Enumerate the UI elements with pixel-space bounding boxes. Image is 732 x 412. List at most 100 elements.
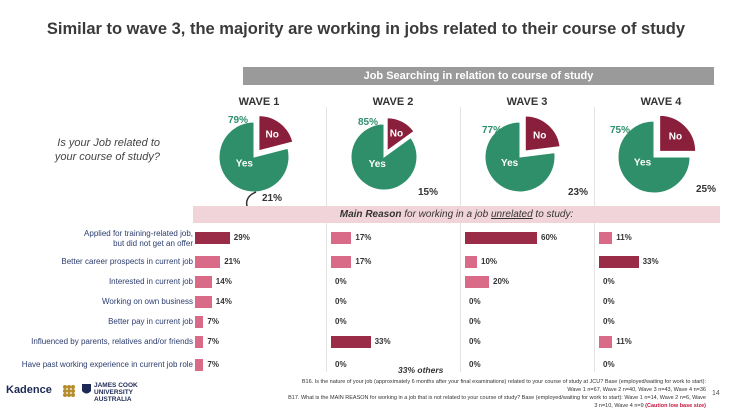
- reason-suffix: to study:: [532, 209, 574, 220]
- pie-svg-3: Yes No: [484, 115, 561, 193]
- footnote-b16: B16. Is the nature of your job (approxim…: [246, 378, 706, 394]
- wave-4-label: WAVE 4: [640, 96, 682, 108]
- reason-bar-value: 14%: [215, 277, 232, 286]
- reason-bar: [195, 256, 221, 268]
- reason-bar-value: 11%: [616, 337, 632, 346]
- footnote-line: B17. What is the MAIN REASON for working…: [288, 395, 706, 401]
- pie-svg-1: Yes No: [218, 115, 294, 193]
- others-note: 33% others: [398, 365, 444, 375]
- reason-label-line: Applied for training-related job,: [84, 229, 193, 238]
- reason-bar-value: 0%: [335, 297, 347, 306]
- reason-bar-value: 0%: [603, 317, 615, 326]
- reason-label-line: Influenced by parents, relatives and/or …: [31, 337, 193, 346]
- pie-yes-label: Yes: [236, 158, 254, 169]
- reason-bar-value: 0%: [603, 277, 615, 286]
- pie-no-slice: [524, 115, 561, 152]
- pie-no-label: No: [266, 130, 279, 141]
- reason-bar-value: 0%: [469, 297, 481, 306]
- pie-no-pct: 23%: [568, 187, 589, 198]
- reason-bar: [331, 232, 352, 244]
- pie-yes-slice: [617, 120, 691, 194]
- reason-label: Have past working experience in current …: [10, 360, 193, 370]
- reason-label-line: Better career prospects in current job: [61, 257, 193, 266]
- reason-bar-value: 0%: [335, 277, 347, 286]
- reason-bar: [195, 316, 204, 328]
- reason-bar-value: 21%: [224, 257, 241, 266]
- pie-no-pct: 25%: [696, 184, 717, 195]
- pie-no-label: No: [669, 132, 682, 143]
- jcu-logo-line: AUSTRALIA: [94, 396, 132, 403]
- column-divider: [326, 107, 327, 372]
- reason-label: Interested in current job: [10, 277, 193, 287]
- footnote-base: 3 n=10, Wave 4 n=9: [594, 403, 646, 409]
- reason-bar-value: 20%: [493, 277, 510, 286]
- reason-bar-value: 0%: [469, 317, 481, 326]
- caution-note: (Caution low base size): [645, 403, 706, 409]
- reason-bar-value: 0%: [603, 360, 615, 369]
- footnote-line: 3 n=10, Wave 4 n=9 (Caution low base siz…: [246, 402, 706, 410]
- pie-yes-slice: [350, 123, 418, 191]
- pie-no-label: No: [390, 129, 403, 140]
- reason-bar: [465, 232, 537, 244]
- pie-svg-4: Yes No: [617, 114, 697, 194]
- reason-label: Better pay in current job: [10, 317, 193, 327]
- pie-no-slice: [386, 117, 415, 152]
- reason-bar-value: 60%: [541, 233, 558, 242]
- reason-label-line: Working on own business: [101, 297, 193, 306]
- logo-dots-icon: [63, 385, 75, 397]
- pie-wave-3: Yes No 77% 23%: [460, 113, 595, 205]
- pie-no-label: No: [533, 131, 546, 142]
- pie-no-pct: 21%: [262, 193, 283, 204]
- footnote-line: Wave 1 n=67, Wave 2 n=40, Wave 3 n=43, W…: [567, 387, 706, 393]
- page-number: 14: [712, 390, 720, 397]
- footnote-line: B16. Is the nature of your job (approxim…: [301, 379, 706, 385]
- reason-bar-value: 0%: [335, 317, 347, 326]
- kadence-logo: Kadence: [6, 384, 52, 396]
- question-line-1: Is your Job related to: [57, 137, 160, 149]
- reason-bar: [195, 296, 212, 308]
- question-text: Is your Job related to your course of st…: [36, 136, 160, 164]
- reason-label-line: but did not get an offer: [113, 239, 193, 248]
- reason-bar-value: 7%: [207, 360, 219, 369]
- reason-bar: [465, 256, 477, 268]
- reason-bar-value: 11%: [616, 233, 632, 242]
- pie-yes-slice: [484, 121, 556, 193]
- wave-1-label: WAVE 1: [238, 96, 280, 108]
- reason-bar-value: 14%: [215, 297, 232, 306]
- reason-bar-value: 0%: [335, 360, 347, 369]
- reason-bar-value: 7%: [207, 337, 219, 346]
- pie-yes-label: Yes: [501, 158, 519, 169]
- reason-bar-value: 0%: [603, 297, 615, 306]
- reason-bar: [331, 256, 352, 268]
- pie-yes-label: Yes: [634, 157, 652, 168]
- jcu-shield-icon: [82, 384, 91, 394]
- column-divider: [460, 107, 461, 372]
- wave-2-label: WAVE 2: [372, 96, 414, 108]
- reason-label: Better career prospects in current job: [10, 257, 193, 267]
- reason-label: Influenced by parents, relatives and/or …: [10, 337, 193, 347]
- reason-bar-value: 7%: [207, 317, 219, 326]
- pie-yes-pct: 75%: [610, 125, 631, 136]
- reason-bar: [599, 232, 613, 244]
- reason-bar-value: 0%: [469, 337, 481, 346]
- pie-no-slice: [258, 115, 294, 152]
- jcu-logo-line: UNIVERSITY: [94, 389, 134, 396]
- pie-wave-4: Yes No 75% 25%: [594, 113, 729, 205]
- reason-label: Working on own business: [10, 297, 193, 307]
- pie-wave-2: Yes No 85% 15%: [326, 113, 461, 205]
- jcu-logo: JAMES COOK UNIVERSITY AUSTRALIA: [94, 382, 138, 403]
- reason-bar-value: 10%: [481, 257, 498, 266]
- reason-bar-value: 17%: [355, 233, 372, 242]
- pie-yes-pct: 79%: [228, 115, 249, 126]
- reason-word: unrelated: [490, 209, 533, 220]
- reason-header: Main Reason for working in a job unrelat…: [193, 206, 720, 223]
- reason-label-line: Interested in current job: [108, 277, 193, 286]
- reason-label: Applied for training-related job, but did…: [10, 229, 193, 249]
- reason-bar: [195, 336, 204, 348]
- pie-no-slice: [659, 114, 697, 152]
- reason-bar: [195, 232, 230, 244]
- column-divider: [594, 107, 595, 372]
- pie-yes-pct: 85%: [358, 117, 379, 128]
- reason-bar: [195, 276, 212, 288]
- pie-svg-2: Yes No: [350, 117, 418, 191]
